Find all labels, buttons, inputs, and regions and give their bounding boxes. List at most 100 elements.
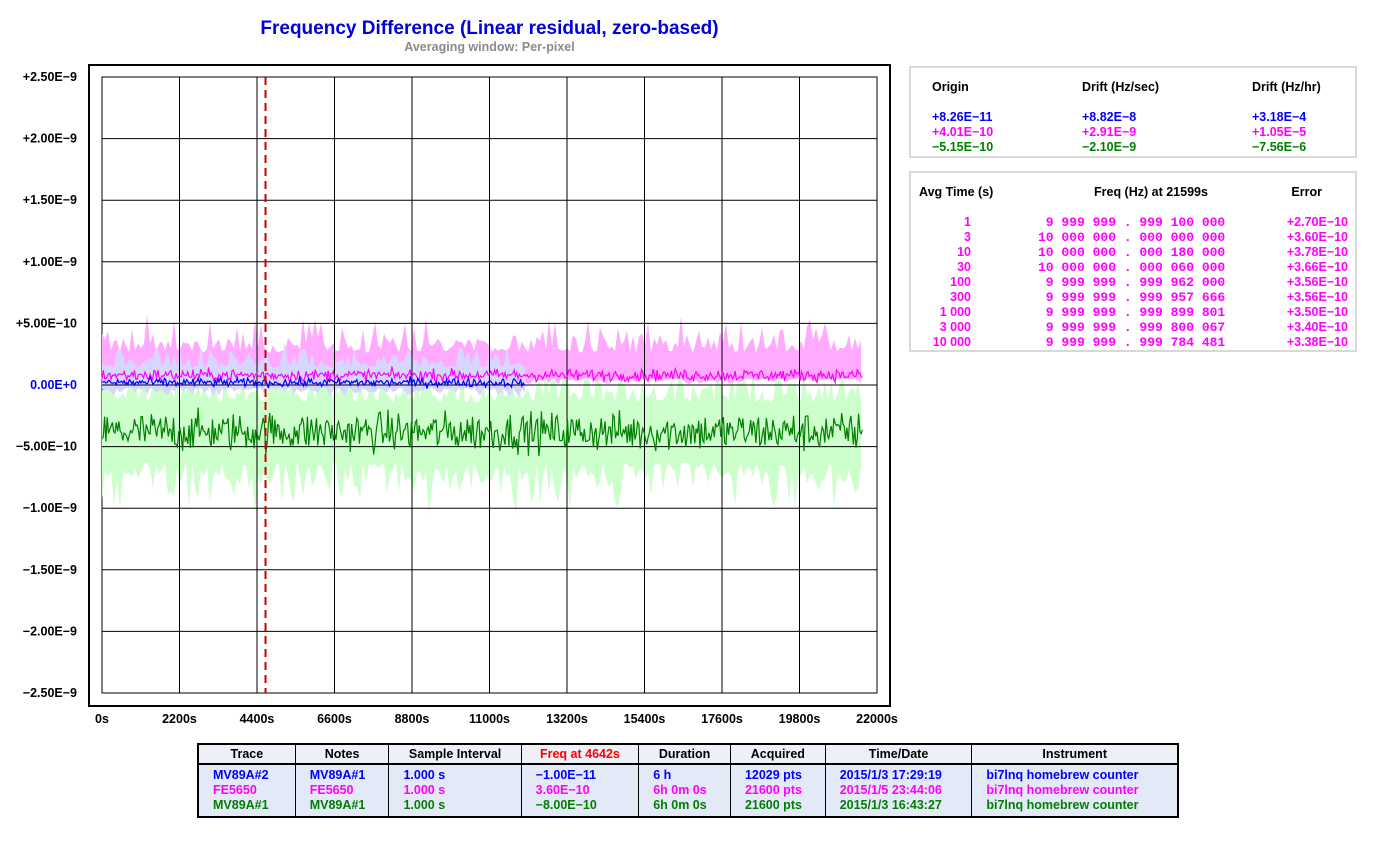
y-tick-label: +5.00E−10: [16, 316, 77, 330]
averaging-panel: Avg Time (s) Freq (Hz) at 21599s Error 1 9 …: [909, 171, 1357, 352]
avg-time: 3: [964, 230, 971, 244]
avg-error: +3.78E−10: [1286, 245, 1348, 259]
info-cell: 21600 pts: [729, 798, 826, 817]
avg-time: 10 000: [932, 335, 971, 349]
y-tick-label: −5.00E−10: [16, 440, 77, 454]
x-tick-label: 11000s: [469, 712, 510, 726]
avg-freq: 9 999 999 . 999 784 481: [1038, 335, 1226, 350]
drift-hz-hr: −7.56E−6: [1252, 140, 1307, 154]
info-header-cell: Acquired: [729, 743, 826, 765]
avg-time: 1: [964, 215, 971, 229]
avg-time: 100: [950, 275, 971, 289]
drift-header: Origin: [932, 80, 969, 94]
series-line-mv89a-1: [101, 407, 864, 457]
x-tick-label: 15400s: [624, 712, 666, 726]
avg-freq: 9 999 999 . 999 957 666: [1038, 290, 1226, 305]
x-tick-label: 22000s: [856, 712, 898, 726]
avg-freq: 9 999 999 . 999 962 000: [1038, 275, 1226, 290]
y-tick-label: −2.00E−9: [23, 624, 77, 638]
info-cell: bi7lnq homebrew counter: [971, 783, 1179, 798]
info-cell: 12029 pts: [729, 764, 826, 783]
info-cell: 2015/1/3 17:29:19: [824, 764, 973, 783]
info-cell: bi7lnq homebrew counter: [971, 764, 1179, 783]
info-header-cell: Freq at 4642s: [520, 743, 640, 765]
info-header-cell: Time/Date: [824, 743, 973, 765]
info-cell: 2015/1/3 16:43:27: [824, 798, 973, 817]
info-cell: 3.60E−10: [520, 783, 640, 798]
info-cell: 1.000 s: [388, 764, 522, 783]
info-header-cell: Sample Interval: [388, 743, 522, 765]
info-cell: MV89A#1: [197, 798, 296, 817]
info-cell: MV89A#1: [294, 764, 390, 783]
y-tick-label: +2.50E−9: [23, 70, 77, 84]
series-line-fe5650: [101, 366, 863, 385]
x-tick-label: 4400s: [240, 712, 275, 726]
avg-time: 1 000: [939, 305, 971, 319]
drift-panel: Origin Drift (Hz/sec) Drift (Hz/hr) +8.26E−…: [909, 66, 1357, 158]
drift-hz-sec: +8.82E−8: [1082, 110, 1137, 124]
drift-header: Drift (Hz/hr): [1252, 80, 1321, 94]
chart-title: Frequency Difference (Linear residual, z…: [260, 18, 719, 39]
info-header-cell: Notes: [294, 743, 390, 765]
x-tick-label: 19800s: [779, 712, 821, 726]
x-tick-label: 17600s: [701, 712, 743, 726]
y-tick-label: +1.00E−9: [23, 255, 77, 269]
drift-hz-sec: +2.91E−9: [1082, 125, 1137, 139]
trace-info-table: Trace Notes Sample Interval Freq at 4642s Du…: [197, 743, 1179, 818]
avg-error: +3.60E−10: [1286, 230, 1348, 244]
drift-origin: −5.15E−10: [932, 140, 994, 154]
info-header-cell: Duration: [638, 743, 731, 765]
y-tick-label: −1.00E−9: [23, 501, 77, 515]
chart-subtitle: Averaging window: Per-pixel: [404, 40, 575, 54]
avg-error: +3.40E−10: [1286, 320, 1348, 334]
avg-error: +3.66E−10: [1286, 260, 1348, 274]
info-cell: −1.00E−11: [520, 764, 640, 783]
series-line-mv89a-2: [101, 375, 525, 389]
trace-info-header-row: Trace Notes Sample Interval Freq at 4642s Du…: [197, 743, 1179, 765]
avg-header-time: Avg Time (s): [919, 185, 994, 199]
avg-freq: 9 999 999 . 999 800 067: [1038, 320, 1226, 335]
drift-header: Drift (Hz/sec): [1082, 80, 1160, 94]
info-cell: 6 h: [638, 764, 731, 783]
drift-origin: +4.01E−10: [932, 125, 994, 139]
info-cell: 21600 pts: [729, 783, 826, 798]
drift-hz-sec: −2.10E−9: [1082, 140, 1137, 154]
table-row: FE5650 FE5650 1.000 s 3.60E−10 6h 0m 0s 21600…: [197, 783, 1179, 798]
drift-hz-hr: +1.05E−5: [1252, 125, 1307, 139]
drift-hz-hr: +3.18E−4: [1252, 110, 1307, 124]
y-tick-label: +2.00E−9: [23, 132, 77, 146]
info-cell: MV89A#1: [294, 798, 390, 817]
y-tick-label: −1.50E−9: [23, 563, 77, 577]
avg-error: +2.70E−10: [1286, 215, 1348, 229]
info-cell: 2015/1/5 23:44:06: [824, 783, 973, 798]
frequency-difference-chart[interactable]: +2.50E−9 +2.00E−9 +1.50E−9 +1.00E−9 +5.00E−1…: [0, 0, 900, 740]
x-tick-label: 2200s: [162, 712, 197, 726]
x-tick-label: 6600s: [317, 712, 352, 726]
info-cell: 1.000 s: [388, 783, 522, 798]
avg-freq: 9 999 999 . 999 100 000: [1038, 215, 1226, 230]
avg-time: 300: [950, 290, 971, 304]
avg-time: 30: [957, 260, 971, 274]
info-header-cell: Instrument: [971, 743, 1179, 765]
info-cell: −8.00E−10: [520, 798, 640, 817]
drift-origin: +8.26E−11: [932, 110, 993, 124]
info-cell: 6h 0m 0s: [638, 783, 731, 798]
avg-error: +3.50E−10: [1286, 305, 1348, 319]
avg-error: +3.38E−10: [1286, 335, 1348, 349]
y-tick-label: −2.50E−9: [23, 686, 77, 700]
avg-time: 10: [957, 245, 971, 259]
info-header-cell: Trace: [197, 743, 296, 765]
avg-freq: 9 999 999 . 999 899 801: [1038, 305, 1226, 320]
info-cell: FE5650: [294, 783, 390, 798]
avg-freq: 10 000 000 . 000 000 000: [1038, 230, 1226, 245]
band-mv89a-2: [102, 343, 525, 397]
x-tick-label: 0s: [95, 712, 109, 726]
avg-time: 3 000: [939, 320, 971, 334]
avg-error: +3.56E−10: [1286, 275, 1348, 289]
avg-freq: 10 000 000 . 000 180 000: [1038, 245, 1226, 260]
info-cell: 1.000 s: [388, 798, 522, 817]
x-tick-label: 8800s: [395, 712, 430, 726]
avg-freq: 10 000 000 . 000 060 000: [1038, 260, 1226, 275]
table-row: MV89A#2 MV89A#1 1.000 s −1.00E−11 6 h 12029 p…: [197, 764, 1179, 783]
y-tick-label: 0.00E+0: [30, 378, 77, 392]
